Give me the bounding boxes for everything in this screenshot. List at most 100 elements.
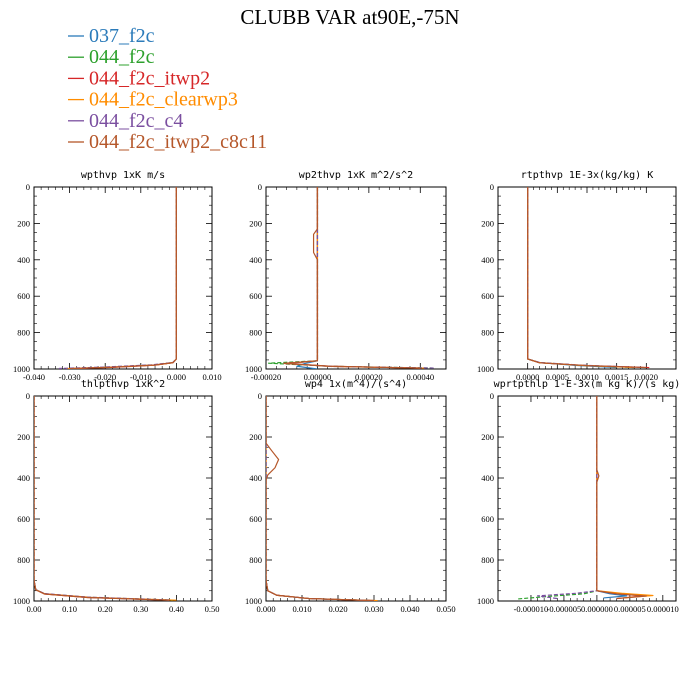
- y-tick-label: 400: [249, 473, 262, 483]
- legend-label: 044_f2c: [89, 46, 155, 68]
- series-line: [527, 187, 641, 368]
- y-tick-label: 400: [481, 255, 494, 265]
- chart-panels: wpthvp 1xK m/s -0.040 -0.030 -0.020 -0.010 0.…: [13, 170, 680, 614]
- x-tick-label: -0.000010: [514, 604, 549, 614]
- x-tick-label: 0.20: [98, 604, 113, 614]
- series-line: [266, 396, 375, 601]
- series-line: [69, 187, 177, 369]
- series-line: [266, 396, 378, 601]
- series-line: [596, 396, 647, 600]
- x-tick-label: 0.00000: [304, 372, 332, 382]
- legend-label: 044_f2c_itwp2: [89, 67, 210, 89]
- series-line: [69, 187, 177, 369]
- legend-item: 044_f2c_itwp2_c8c11: [68, 131, 267, 153]
- y-tick-label: 0: [26, 182, 30, 192]
- y-tick-label: 600: [481, 291, 494, 301]
- y-tick-label: 800: [249, 328, 262, 338]
- x-tick-label: 0.000: [167, 372, 186, 382]
- x-tick-label: 0.00040: [406, 372, 434, 382]
- chart-panel: wp2thvp 1xK m^2/s^2 -0.00020 0.00000 0.0002…: [245, 170, 447, 382]
- x-tick-label: 0.030: [364, 604, 383, 614]
- x-tick-label: 0.0005: [546, 372, 569, 382]
- series-line: [296, 187, 319, 369]
- x-tick-label: -0.030: [59, 372, 81, 382]
- legend-item: 044_f2c_c4: [68, 110, 183, 132]
- x-tick-label: 0.040: [400, 604, 419, 614]
- series-line: [267, 187, 434, 369]
- y-tick-label: 400: [17, 473, 30, 483]
- x-tick-label: 0.0020: [635, 372, 658, 382]
- y-tick-label: 800: [17, 328, 30, 338]
- x-tick-label: -0.020: [94, 372, 116, 382]
- plot-frame: [497, 186, 677, 370]
- series-line: [527, 187, 635, 369]
- x-tick-label: -0.010: [130, 372, 152, 382]
- series-group: [527, 187, 650, 369]
- y-tick-label: 800: [249, 555, 262, 565]
- y-tick-label: 1000: [245, 364, 262, 374]
- page-title: CLUBB VAR at90E,-75N: [240, 5, 459, 29]
- legend-label: 037_f2c: [89, 25, 155, 47]
- y-tick-label: 400: [481, 473, 494, 483]
- series-line: [266, 396, 375, 601]
- series-line: [527, 187, 635, 369]
- series-line: [517, 396, 598, 600]
- y-tick-label: 800: [481, 555, 494, 565]
- series-line: [285, 187, 436, 369]
- chart-title: thlpthvp 1xK^2: [81, 379, 165, 390]
- legend: 037_f2c044_f2c044_f2c_itwp2044_f2c_clear…: [68, 25, 267, 153]
- chart-title: rtpthvp 1E-3x(kg/kg) K: [521, 170, 653, 181]
- series-line: [283, 187, 421, 369]
- y-tick-label: 200: [481, 218, 494, 228]
- x-tick-label: 0.40: [169, 604, 184, 614]
- chart-panel: wp4 1x(m^4)/(s^4) 0.000 0.010 0.020 0.030 0.0…: [245, 379, 456, 614]
- x-tick-label: -0.00020: [251, 372, 281, 382]
- x-tick-label: 0.000010: [647, 604, 679, 614]
- legend-label: 044_f2c_c4: [89, 110, 183, 132]
- chart-title: wprtpthlp 1-E-3x(m kg K)/(s kg): [494, 379, 681, 390]
- series-group: [517, 396, 654, 600]
- y-tick-label: 0: [26, 391, 30, 401]
- x-tick-label: 0.0010: [575, 372, 598, 382]
- y-tick-label: 800: [481, 328, 494, 338]
- series-line: [596, 396, 628, 599]
- y-tick-label: 400: [17, 255, 30, 265]
- y-tick-label: 1000: [13, 364, 30, 374]
- x-tick-label: 0.000000: [581, 604, 613, 614]
- series-line: [66, 187, 177, 369]
- y-tick-label: 600: [481, 514, 494, 524]
- series-group: [34, 396, 177, 601]
- x-tick-label: 0.000: [256, 604, 275, 614]
- series-line: [527, 187, 647, 369]
- chart-panel: rtpthvp 1E-3x(kg/kg) K 0.0000 0.0005 0.0010…: [477, 170, 677, 382]
- y-tick-label: 800: [17, 555, 30, 565]
- plot-frame: [33, 395, 213, 602]
- chart-title: wp4 1x(m^4)/(s^4): [305, 379, 407, 390]
- y-tick-label: 200: [17, 432, 30, 442]
- series-line: [34, 396, 170, 601]
- series-line: [34, 396, 170, 601]
- plot-frame: [497, 395, 677, 602]
- y-tick-label: 0: [258, 182, 262, 192]
- legend-label: 044_f2c_clearwp3: [89, 89, 238, 111]
- x-tick-label: 0.010: [202, 372, 221, 382]
- x-tick-label: 0.00020: [355, 372, 383, 382]
- series-group: [267, 187, 436, 369]
- series-line: [34, 396, 170, 601]
- y-tick-label: 0: [490, 391, 494, 401]
- y-tick-label: 1000: [477, 364, 494, 374]
- legend-label: 044_f2c_itwp2_c8c11: [89, 131, 267, 153]
- x-tick-label: 0.0000: [516, 372, 539, 382]
- series-line: [34, 396, 170, 601]
- x-tick-label: 0.30: [133, 604, 148, 614]
- series-line: [527, 187, 650, 369]
- series-line: [536, 396, 598, 600]
- y-tick-label: 1000: [245, 596, 262, 606]
- series-line: [266, 396, 375, 601]
- y-tick-label: 0: [258, 391, 262, 401]
- x-tick-label: -0.000005: [547, 604, 582, 614]
- series-line: [266, 396, 375, 601]
- y-tick-label: 1000: [13, 596, 30, 606]
- x-tick-label: -0.040: [23, 372, 45, 382]
